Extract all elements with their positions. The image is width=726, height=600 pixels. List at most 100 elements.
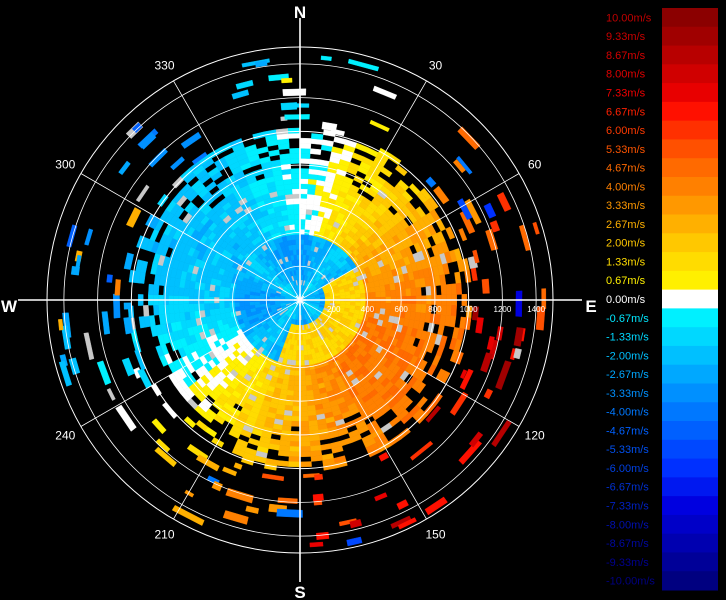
range-label: 200	[327, 305, 341, 314]
velocity-cell	[348, 59, 379, 71]
velocity-cell	[396, 289, 402, 296]
velocity-cell	[292, 406, 300, 411]
velocity-cell	[219, 292, 224, 298]
colorbar-label: -5.33m/s	[606, 444, 649, 456]
velocity-cell	[294, 219, 300, 224]
velocity-cell	[292, 184, 300, 189]
velocity-cell	[300, 381, 306, 386]
colorbar-swatch	[662, 383, 718, 402]
velocity-cell	[138, 132, 156, 149]
velocity-cell	[283, 89, 306, 96]
velocity-cell	[303, 345, 307, 350]
colorbar-label: 9.33m/s	[606, 31, 646, 43]
velocity-cell	[365, 288, 371, 293]
velocity-cell	[174, 287, 180, 296]
colorbar-label: 2.67m/s	[606, 219, 646, 231]
velocity-cell	[199, 289, 205, 296]
colorbar-swatch	[662, 421, 718, 440]
velocity-cell	[304, 360, 309, 365]
velocity-cell	[293, 391, 300, 396]
velocity-cell	[300, 436, 310, 441]
velocity-cell	[484, 389, 493, 399]
velocity-cell	[306, 209, 313, 215]
velocity-cell	[375, 286, 381, 292]
velocity-cell	[234, 293, 239, 298]
velocity-cell	[289, 370, 295, 376]
velocity-cell	[381, 303, 386, 309]
velocity-cell	[154, 275, 160, 286]
velocity-cell	[292, 189, 300, 194]
colorbar-label: 5.33m/s	[606, 144, 646, 156]
velocity-cell	[431, 286, 437, 296]
velocity-cell	[290, 436, 300, 441]
colorbar-swatch	[662, 477, 718, 496]
velocity-cell	[288, 214, 294, 220]
velocity-cell	[410, 441, 433, 460]
velocity-cell	[300, 421, 309, 426]
velocity-cell	[495, 361, 511, 390]
bearing-label: 150	[425, 528, 445, 542]
velocity-cell	[480, 353, 492, 373]
colorbar-swatch	[662, 64, 718, 83]
velocity-cell	[310, 542, 323, 547]
velocity-cell	[290, 431, 300, 436]
range-label: 1200	[494, 305, 512, 314]
range-label: 400	[361, 305, 375, 314]
velocity-cell	[300, 204, 307, 209]
velocity-cell	[289, 451, 300, 456]
colorbar-swatch	[662, 346, 718, 365]
velocity-cell	[311, 133, 323, 139]
velocity-cell	[446, 284, 452, 295]
bearing-label: 30	[429, 58, 443, 72]
velocity-cell	[305, 370, 311, 376]
velocity-cell	[287, 209, 294, 215]
velocity-cell	[293, 396, 300, 401]
colorbar-swatches	[662, 8, 718, 591]
colorbar-swatch	[662, 196, 718, 215]
velocity-cell	[224, 302, 229, 307]
velocity-cell	[97, 361, 111, 385]
cardinal-south: S	[294, 583, 305, 600]
velocity-cell	[311, 455, 323, 461]
velocity-cell	[277, 460, 289, 466]
velocity-cell	[300, 441, 310, 446]
bearing-label: 330	[154, 58, 174, 72]
velocity-cell	[288, 462, 300, 467]
velocity-cell	[290, 158, 300, 163]
velocity-cell	[287, 385, 294, 391]
velocity-cell	[459, 228, 467, 241]
velocity-cell	[122, 358, 135, 376]
velocity-cell	[446, 227, 455, 240]
velocity-cell	[433, 186, 449, 204]
velocity-cell	[300, 451, 311, 456]
colorbar-label: -1.33m/s	[606, 332, 649, 344]
velocity-cell	[416, 287, 422, 296]
velocity-cell	[294, 209, 300, 214]
velocity-cell	[300, 214, 306, 219]
velocity-cell	[300, 168, 309, 173]
velocity-cell	[209, 303, 214, 310]
velocity-cell	[222, 467, 236, 476]
velocity-cell	[163, 305, 169, 315]
colorbar-swatch	[662, 271, 718, 290]
velocity-cell	[375, 303, 380, 309]
range-label: 800	[428, 305, 442, 314]
velocity-cell	[163, 286, 169, 296]
velocity-cell	[293, 250, 297, 255]
velocity-cell	[350, 294, 355, 298]
velocity-cell	[119, 161, 131, 175]
cardinal-east: E	[585, 297, 596, 316]
velocity-cell	[300, 391, 307, 396]
velocity-cell	[437, 325, 444, 336]
velocity-cell	[300, 209, 306, 214]
velocity-cell	[204, 303, 210, 310]
velocity-cell	[370, 292, 375, 297]
velocity-cell	[451, 305, 457, 316]
velocity-cell	[179, 304, 185, 313]
velocity-cell	[314, 474, 323, 480]
colorbar-label: 1.33m/s	[606, 256, 646, 268]
velocity-cell	[290, 365, 295, 371]
velocity-cell	[300, 462, 312, 467]
velocity-cell	[381, 291, 386, 297]
velocity-cell	[290, 229, 295, 235]
